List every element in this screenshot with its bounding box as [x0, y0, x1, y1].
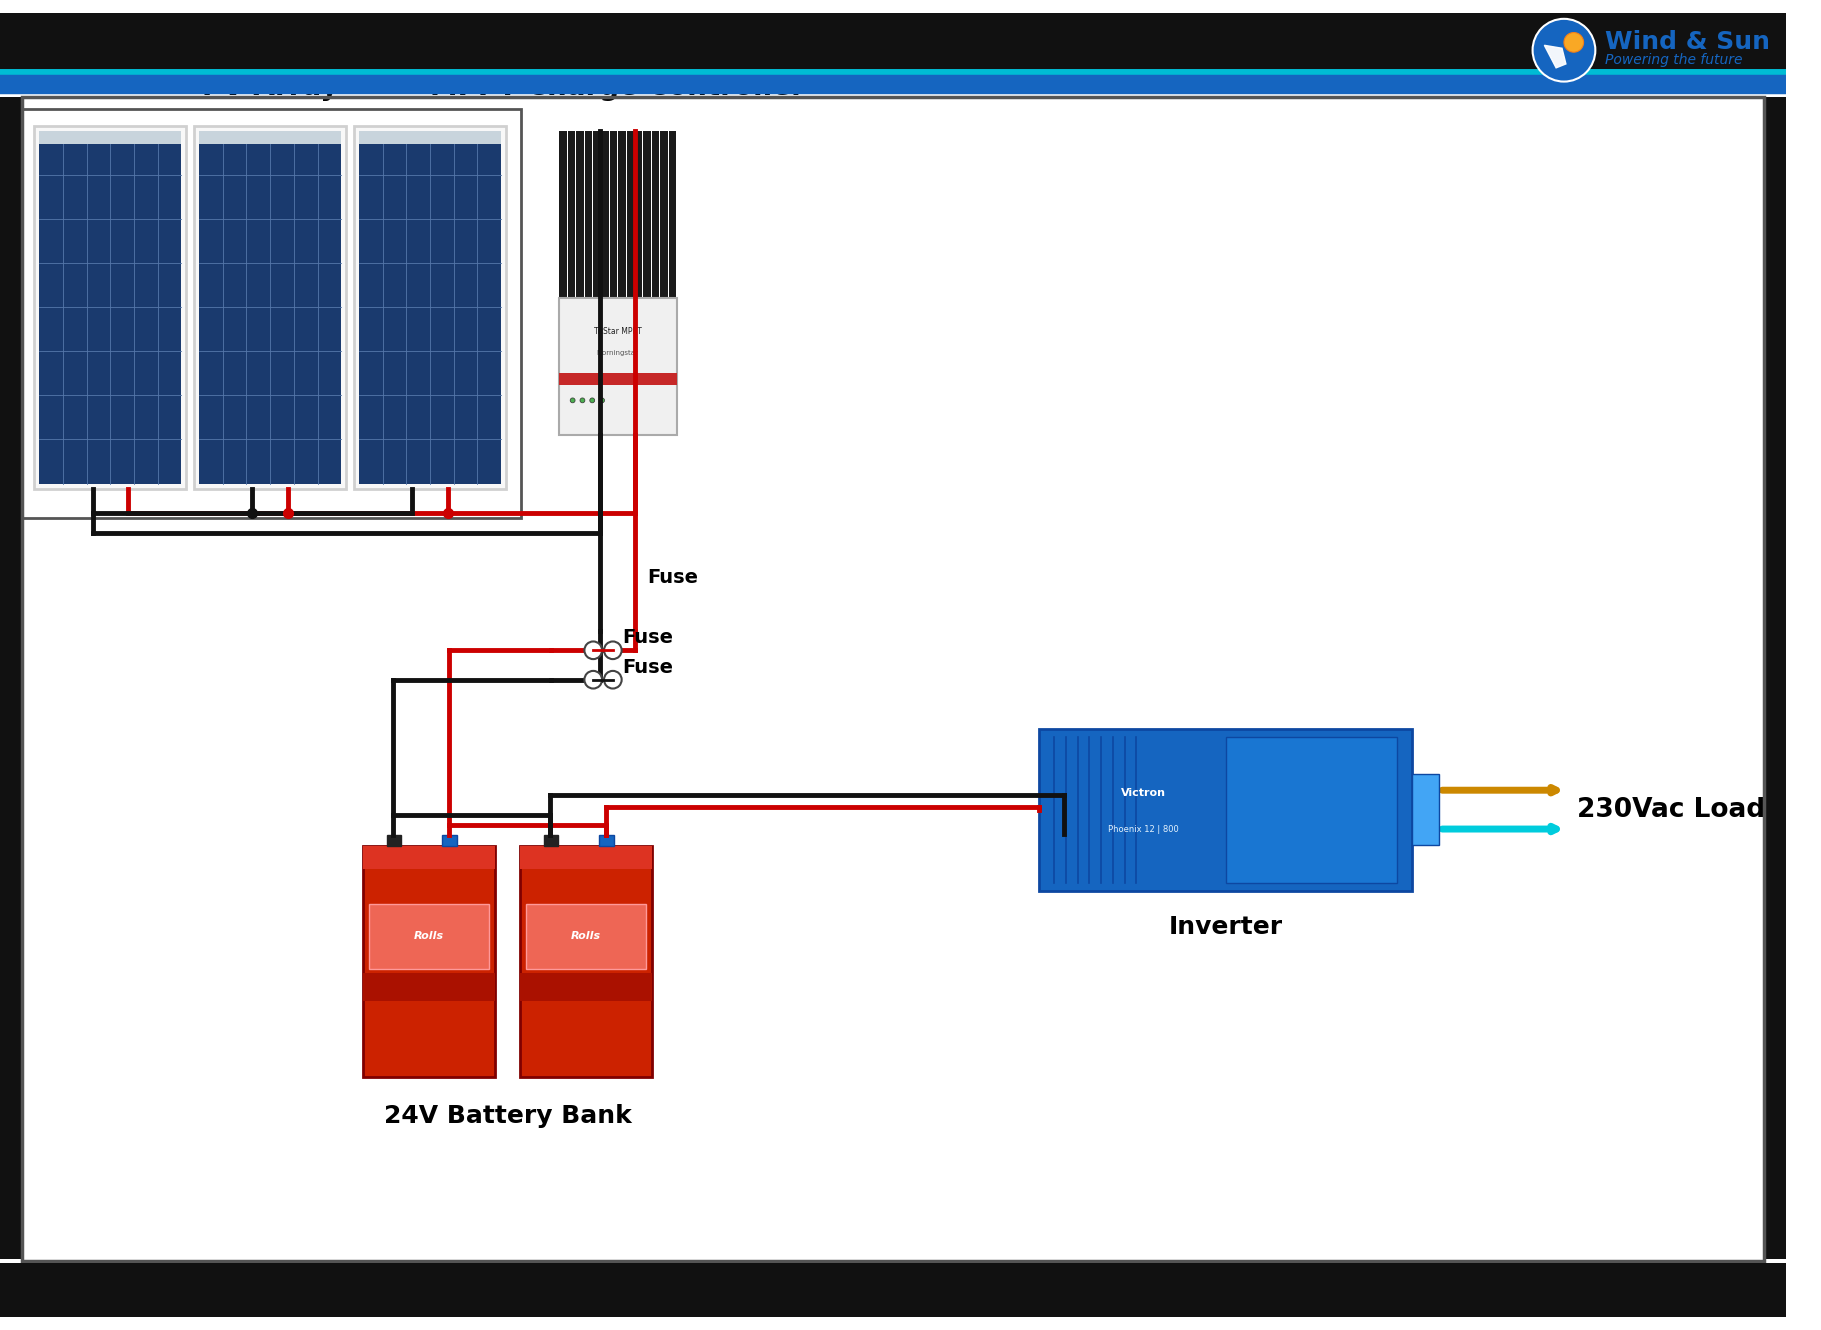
Circle shape	[1564, 32, 1584, 52]
Bar	[519, 974, 652, 1000]
Text: MPPT Charge Controller: MPPT Charge Controller	[430, 73, 805, 101]
Bar	[198, 130, 341, 145]
Bar	[0, 1264, 1786, 1317]
Text: Rolls: Rolls	[413, 931, 444, 942]
Bar	[559, 130, 566, 298]
Circle shape	[590, 398, 595, 403]
Bar	[22, 97, 1765, 1261]
Bar	[362, 846, 495, 1077]
Bar	[626, 130, 634, 298]
Circle shape	[599, 398, 605, 403]
Bar	[585, 130, 592, 298]
Text: PV Array: PV Array	[202, 73, 339, 101]
Bar	[359, 130, 501, 484]
Text: Fuse: Fuse	[623, 628, 674, 648]
Bar	[443, 835, 457, 846]
Bar	[1040, 729, 1411, 891]
Bar	[643, 130, 650, 298]
Bar	[559, 298, 677, 435]
Text: Powering the future: Powering the future	[1604, 53, 1743, 66]
Bar	[599, 835, 614, 846]
Bar	[362, 974, 495, 1000]
Bar	[1226, 737, 1397, 883]
Bar	[661, 130, 668, 298]
Bar	[519, 846, 652, 870]
Circle shape	[605, 641, 621, 660]
Text: Fuse: Fuse	[646, 568, 697, 587]
Bar	[198, 130, 341, 484]
Circle shape	[585, 641, 603, 660]
Bar	[526, 904, 646, 968]
Bar	[668, 130, 676, 298]
Bar	[35, 126, 186, 488]
Bar	[386, 835, 401, 846]
Bar	[195, 126, 346, 488]
Bar	[1411, 774, 1439, 846]
Bar	[594, 130, 601, 298]
Bar	[368, 904, 490, 968]
Circle shape	[1533, 19, 1595, 81]
Text: TriStar MPPT: TriStar MPPT	[594, 327, 641, 336]
Bar	[353, 126, 506, 488]
Bar	[568, 130, 575, 298]
Text: Morningstar: Morningstar	[597, 350, 639, 355]
Text: Rolls: Rolls	[570, 931, 601, 942]
Bar	[636, 130, 643, 298]
Text: Inverter: Inverter	[1169, 915, 1282, 939]
Bar	[559, 372, 677, 386]
Bar	[1765, 97, 1786, 1260]
Bar	[652, 130, 659, 298]
Text: 24V Battery Bank: 24V Battery Bank	[384, 1104, 632, 1128]
Bar	[619, 130, 626, 298]
Bar	[20, 109, 521, 517]
Bar	[40, 130, 182, 484]
Text: Phoenix 12 | 800: Phoenix 12 | 800	[1109, 825, 1178, 834]
Bar	[519, 846, 652, 1077]
Bar	[362, 846, 495, 870]
Circle shape	[605, 670, 621, 689]
Text: Wind & Sun: Wind & Sun	[1604, 31, 1770, 55]
Text: Victron: Victron	[1122, 789, 1165, 798]
Bar	[0, 13, 1786, 69]
Circle shape	[585, 670, 603, 689]
Bar	[601, 130, 608, 298]
Circle shape	[581, 398, 585, 403]
Bar	[610, 130, 617, 298]
Bar	[359, 130, 501, 145]
Text: 230Vac Loads: 230Vac Loads	[1577, 797, 1781, 823]
Bar	[543, 835, 559, 846]
Bar	[40, 130, 182, 145]
Polygon shape	[1544, 45, 1566, 68]
Text: Fuse: Fuse	[623, 658, 674, 677]
Bar	[0, 97, 22, 1260]
Circle shape	[570, 398, 575, 403]
Bar	[575, 130, 585, 298]
